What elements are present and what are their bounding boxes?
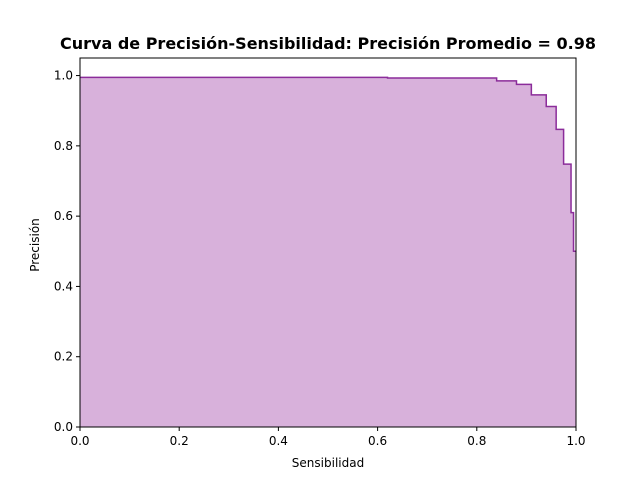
x-axis-label: Sensibilidad (292, 456, 364, 470)
y-tick-label: 0.0 (54, 420, 73, 434)
x-tick-label: 0.0 (70, 434, 89, 448)
y-tick-label: 0.6 (54, 209, 73, 223)
y-tick-label: 0.2 (54, 350, 73, 364)
pr-step-line (80, 76, 576, 253)
chart-title: Curva de Precisión-Sensibilidad: Precisi… (60, 34, 596, 53)
plot-area (79, 57, 577, 428)
x-tick-label: 0.8 (467, 434, 486, 448)
x-tick-label: 0.2 (170, 434, 189, 448)
x-tick-label: 0.4 (269, 434, 288, 448)
x-axis: 0.0 0.2 0.4 0.6 0.8 1.0 (70, 427, 586, 448)
x-tick-label: 1.0 (566, 434, 585, 448)
y-axis: 0.0 0.2 0.4 0.6 0.8 1.0 (54, 69, 80, 434)
plot-frame (79, 57, 577, 428)
y-axis-label: Precisión (28, 218, 42, 272)
pr-area-fill (80, 77, 576, 427)
y-tick-label: 1.0 (54, 69, 73, 83)
x-tick-label: 0.6 (368, 434, 387, 448)
y-tick-label: 0.4 (54, 279, 73, 293)
y-tick-label: 0.8 (54, 139, 73, 153)
